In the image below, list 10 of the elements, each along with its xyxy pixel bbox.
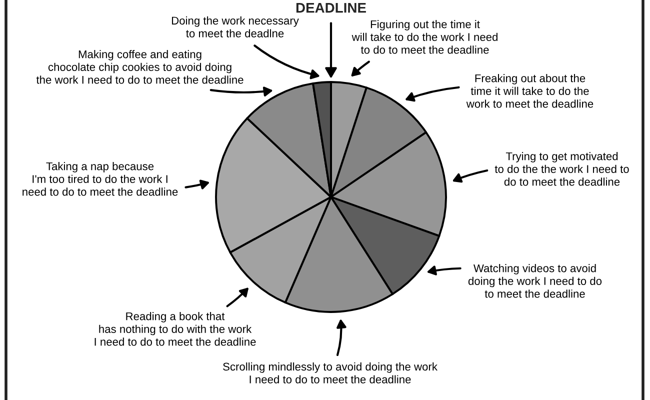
slice-label: Reading a book that has nothing to do with the work I need to do to meet the deadline (94, 312, 256, 346)
slice-label: Figuring out the time it will take to do the work I need to do to meet the deadline (352, 20, 498, 54)
slice-label: Making coffee and eating chocolate chip cookies to avoid doing the work I need to do to meet the deadline (36, 50, 244, 84)
slice-label: Scrolling mindlessly to avoid doing the work I need to do to meet the deadline (223, 362, 438, 384)
slice-label: Trying to get motivated to do the the work I need to do to meet the deadline (494, 152, 629, 186)
text: DEADLINE (296, 3, 366, 13)
slice-label: Doing the work necessary to meet the deadlne (172, 16, 299, 38)
slice-label: Taking a nap because I'm too tired to do the work I need to do to meet the deadline (22, 162, 178, 196)
slice-label: Freaking out about the time it will take to do the work to meet the deadline (466, 74, 594, 108)
slice-label: Watching videos to avoid doing the work I need to do to meet the deadline (468, 264, 602, 298)
